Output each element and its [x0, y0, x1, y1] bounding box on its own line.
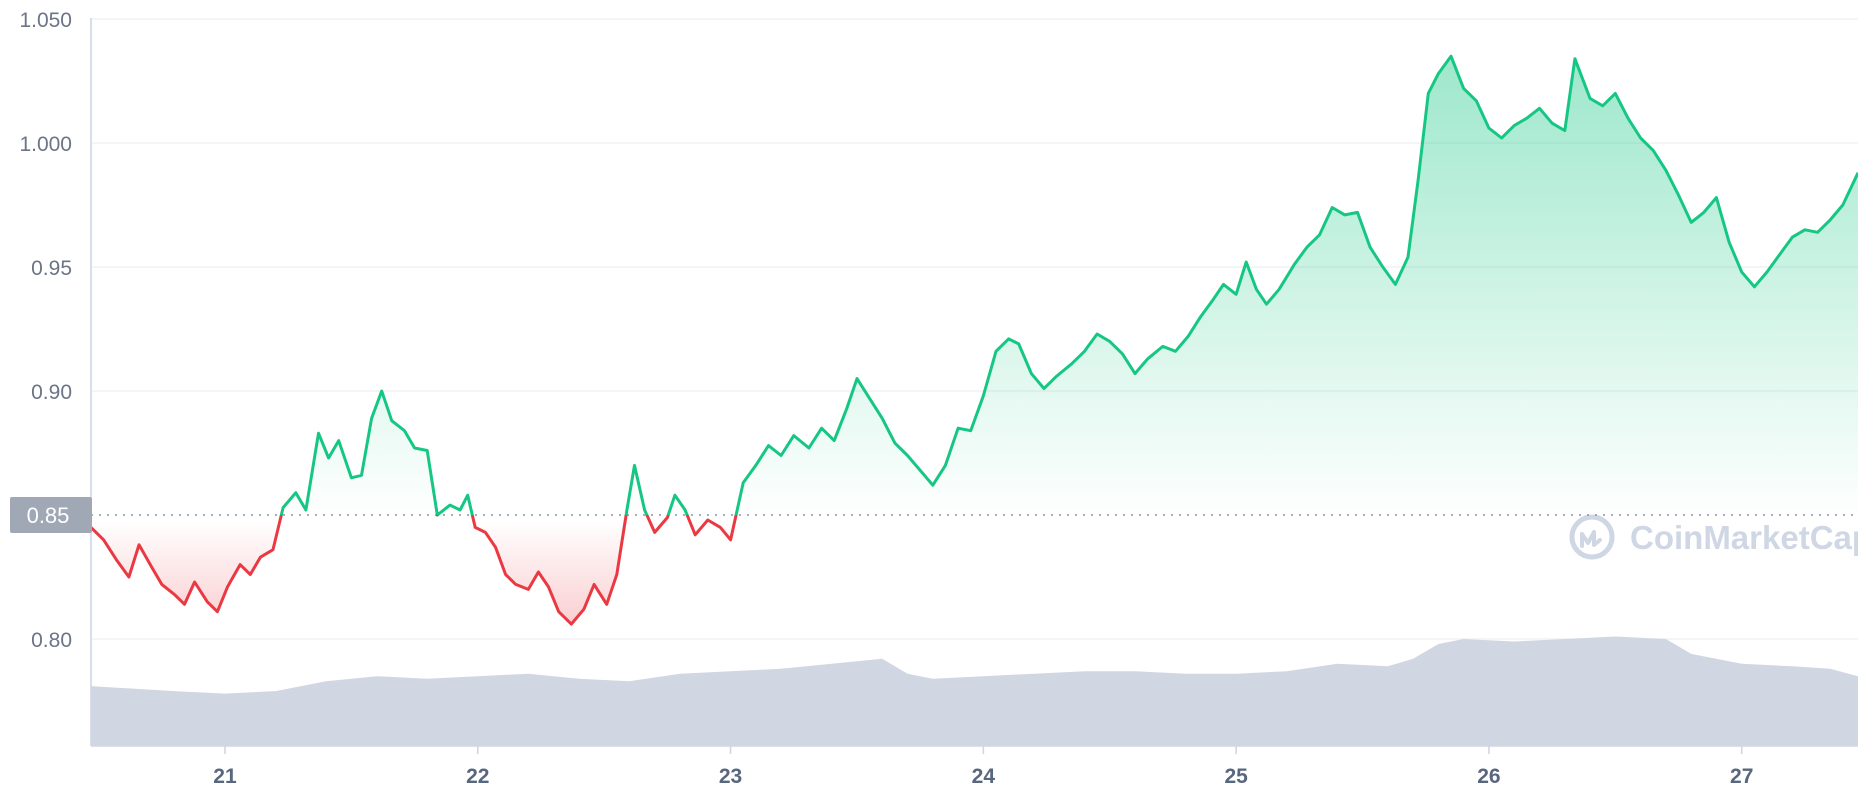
x-tick-label: 21 [213, 765, 237, 788]
x-tick-label: 26 [1477, 765, 1500, 788]
baseline-tag-label: 0.85 [27, 503, 70, 528]
area-layer [91, 56, 1858, 625]
y-tick-label: 0.90 [31, 381, 72, 404]
baseline-tag: 0.85 [10, 497, 92, 533]
price-line-up [279, 54, 1858, 515]
y-tick-label: 1.000 [19, 133, 72, 156]
x-tick-label: 25 [1224, 765, 1248, 788]
y-tick-label: 1.050 [19, 9, 72, 32]
volume-layer [91, 636, 1858, 746]
x-tick-label: 22 [466, 765, 489, 788]
price-area-up [91, 56, 1858, 515]
volume-area [91, 636, 1858, 746]
line-layer [89, 54, 1858, 626]
y-tick-label: 0.80 [31, 629, 72, 652]
x-tick-label: 27 [1730, 765, 1753, 788]
watermark-text: CoinMarketCap [1630, 519, 1858, 556]
baseline-tag-bg [10, 497, 92, 533]
coinmarketcap-logo-icon [1569, 514, 1615, 560]
axis-layer: 1.050 1.000 0.95 0.90 0.80 21 22 23 24 25 26 27 [19, 9, 1858, 788]
watermark: CoinMarketCap [1569, 514, 1858, 560]
x-tick-label: 24 [972, 765, 996, 788]
y-tick-label: 0.95 [31, 257, 72, 280]
price-area-down [91, 515, 1858, 625]
x-tick-label: 23 [719, 765, 742, 788]
